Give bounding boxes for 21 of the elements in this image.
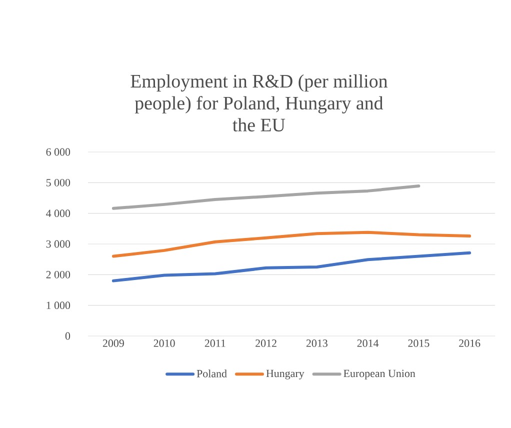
x-tick-label: 2009 xyxy=(102,340,124,347)
x-tick-label: 2010 xyxy=(154,340,175,347)
legend-label: European Union xyxy=(344,370,416,380)
y-tick-label: 1 000 xyxy=(46,302,70,310)
x-tick-label: 2011 xyxy=(204,340,226,347)
y-tick-label: 2 000 xyxy=(46,270,70,278)
x-tick-label: 2015 xyxy=(408,340,430,347)
x-tick-label: 2012 xyxy=(256,340,276,347)
line-series xyxy=(112,230,472,258)
y-tick-label: 4 000 xyxy=(46,210,70,218)
x-tick-label: 2013 xyxy=(306,340,328,347)
y-tick-label: 0 xyxy=(65,332,70,340)
legend-label: Hungary xyxy=(266,370,304,380)
x-tick-label: 2016 xyxy=(459,340,480,347)
y-tick-label: 3 000 xyxy=(46,240,70,248)
line-series xyxy=(112,184,420,210)
chart-title: Employment in R&D (per million people) for Poland, Hungary and the EU xyxy=(130,74,388,132)
legend-label: Poland xyxy=(196,370,227,378)
x-tick-label: 2014 xyxy=(357,340,379,347)
y-tick-label: 5 000 xyxy=(46,178,70,186)
y-tick-label: 6 000 xyxy=(46,148,70,156)
